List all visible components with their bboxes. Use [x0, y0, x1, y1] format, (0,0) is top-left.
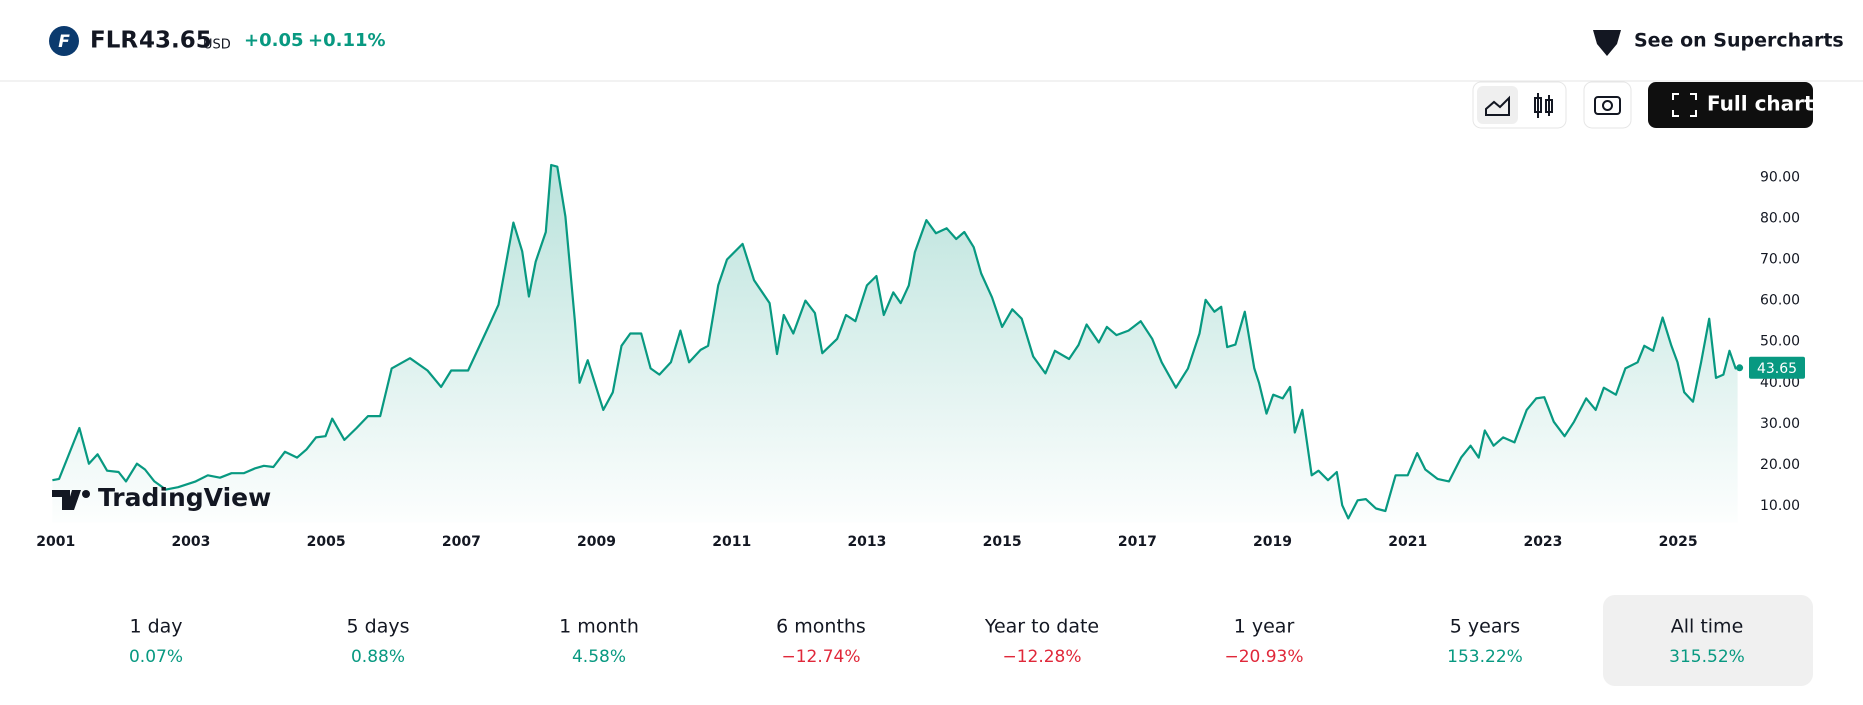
- watermark: TradingView: [52, 483, 271, 512]
- x-tick-label: 2013: [847, 534, 886, 550]
- x-tick-label: 2015: [983, 534, 1022, 550]
- price-line: [52, 163, 1738, 520]
- period-value: −12.28%: [1002, 647, 1081, 667]
- watermark-text: TradingView: [98, 483, 271, 512]
- period-selected-bg: [1603, 595, 1813, 686]
- logo-letter: F: [58, 32, 70, 52]
- period-item[interactable]: 5 days 0.88%: [347, 616, 410, 668]
- period-value: 0.88%: [351, 647, 405, 667]
- period-value: 315.52%: [1669, 647, 1745, 667]
- plot: 10.0020.0030.0040.0050.0060.0070.0080.00…: [36, 163, 1805, 550]
- x-tick-label: 2011: [712, 534, 751, 550]
- period-item[interactable]: 1 year −20.93%: [1224, 616, 1303, 668]
- symbol: FLR: [90, 28, 138, 54]
- x-tick-label: 2001: [36, 534, 75, 550]
- y-tick-label: 70.00: [1760, 252, 1800, 268]
- y-tick-label: 20.00: [1760, 457, 1800, 473]
- logo: [49, 26, 79, 56]
- watermark-icon: [52, 490, 81, 510]
- full-chart-label: Full chart: [1707, 92, 1814, 116]
- y-tick-label: 30.00: [1760, 416, 1800, 432]
- y-tick-label: 80.00: [1760, 210, 1800, 226]
- x-tick-label: 2025: [1659, 534, 1698, 550]
- x-tick-label: 2007: [442, 534, 481, 550]
- price: 43.65: [139, 28, 212, 54]
- x-tick-label: 2017: [1118, 534, 1157, 550]
- period-value: 153.22%: [1447, 647, 1523, 667]
- period-label: 1 year: [1234, 616, 1295, 638]
- supercharts-label: See on Supercharts: [1634, 30, 1844, 52]
- period-value: −12.74%: [781, 647, 860, 667]
- period-item[interactable]: All time 315.52%: [1603, 595, 1813, 686]
- line-style-icon: [1485, 95, 1510, 116]
- period-label: 5 days: [347, 616, 410, 638]
- camera-icon: [1594, 96, 1621, 115]
- period-value: 4.58%: [572, 647, 626, 667]
- period-item[interactable]: 1 month 4.58%: [559, 616, 639, 668]
- x-tick-label: 2023: [1523, 534, 1562, 550]
- last-price-badge: [1749, 356, 1805, 379]
- last-price-label: 43.65: [1757, 361, 1797, 377]
- x-tick-label: 2021: [1388, 534, 1427, 550]
- period-item[interactable]: 6 months −12.74%: [776, 616, 866, 668]
- period-value: −20.93%: [1224, 647, 1303, 667]
- y-tick-label: 60.00: [1760, 293, 1800, 309]
- supercharts-icon: [1593, 30, 1621, 56]
- period-bar: 1 day 0.07% 5 days 0.88% 1 month 4.58% 6 month…: [129, 595, 1813, 686]
- watermark-icon-dot: [82, 490, 90, 498]
- snapshot-button[interactable]: [1583, 81, 1632, 129]
- period-label: Year to date: [984, 616, 1099, 638]
- period-item[interactable]: 5 years 153.22%: [1447, 616, 1523, 668]
- candle-style-button[interactable]: [1534, 93, 1553, 118]
- full-chart-bg: [1648, 82, 1813, 128]
- period-item[interactable]: Year to date −12.28%: [984, 616, 1099, 668]
- currency: USD: [203, 38, 231, 53]
- camera-lens: [1602, 100, 1613, 111]
- period-item[interactable]: 1 day 0.07%: [129, 616, 183, 668]
- x-tick-label: 2005: [307, 534, 346, 550]
- y-tick-label: 90.00: [1760, 169, 1800, 185]
- last-point: [1736, 364, 1744, 372]
- period-label: 1 month: [559, 616, 639, 638]
- x-tick-label: 2009: [577, 534, 616, 550]
- change-percent: +0.11%: [308, 30, 386, 51]
- fullscreen-icon: [1672, 93, 1697, 117]
- x-tick-label: 2019: [1253, 534, 1292, 550]
- supercharts-button[interactable]: See on Supercharts: [1593, 30, 1844, 57]
- y-tick-label: 50.00: [1760, 334, 1800, 350]
- period-value: 0.07%: [129, 647, 183, 667]
- change: +0.05: [244, 30, 304, 51]
- full-chart-button[interactable]: Full chart: [1648, 82, 1814, 128]
- period-label: 5 years: [1450, 616, 1520, 638]
- y-tick-label: 10.00: [1760, 498, 1800, 514]
- area: [52, 165, 1738, 523]
- period-label: 1 day: [129, 616, 182, 638]
- period-label: 6 months: [776, 616, 866, 638]
- x-tick-label: 2003: [171, 534, 210, 550]
- period-label: All time: [1671, 616, 1744, 638]
